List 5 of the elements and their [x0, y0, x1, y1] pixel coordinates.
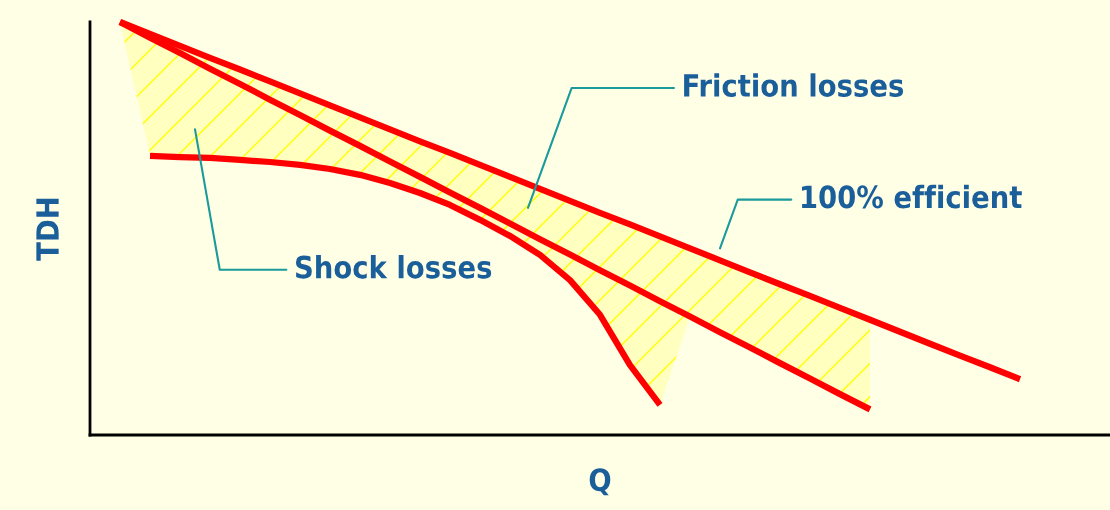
- x-axis-title: Q: [589, 468, 611, 496]
- annotation: Friction losses: [684, 73, 904, 97]
- y-axis-title: TDH: [36, 198, 59, 261]
- annotation: Shock losses: [295, 255, 492, 279]
- annotation: 100% efficient: [802, 184, 1022, 209]
